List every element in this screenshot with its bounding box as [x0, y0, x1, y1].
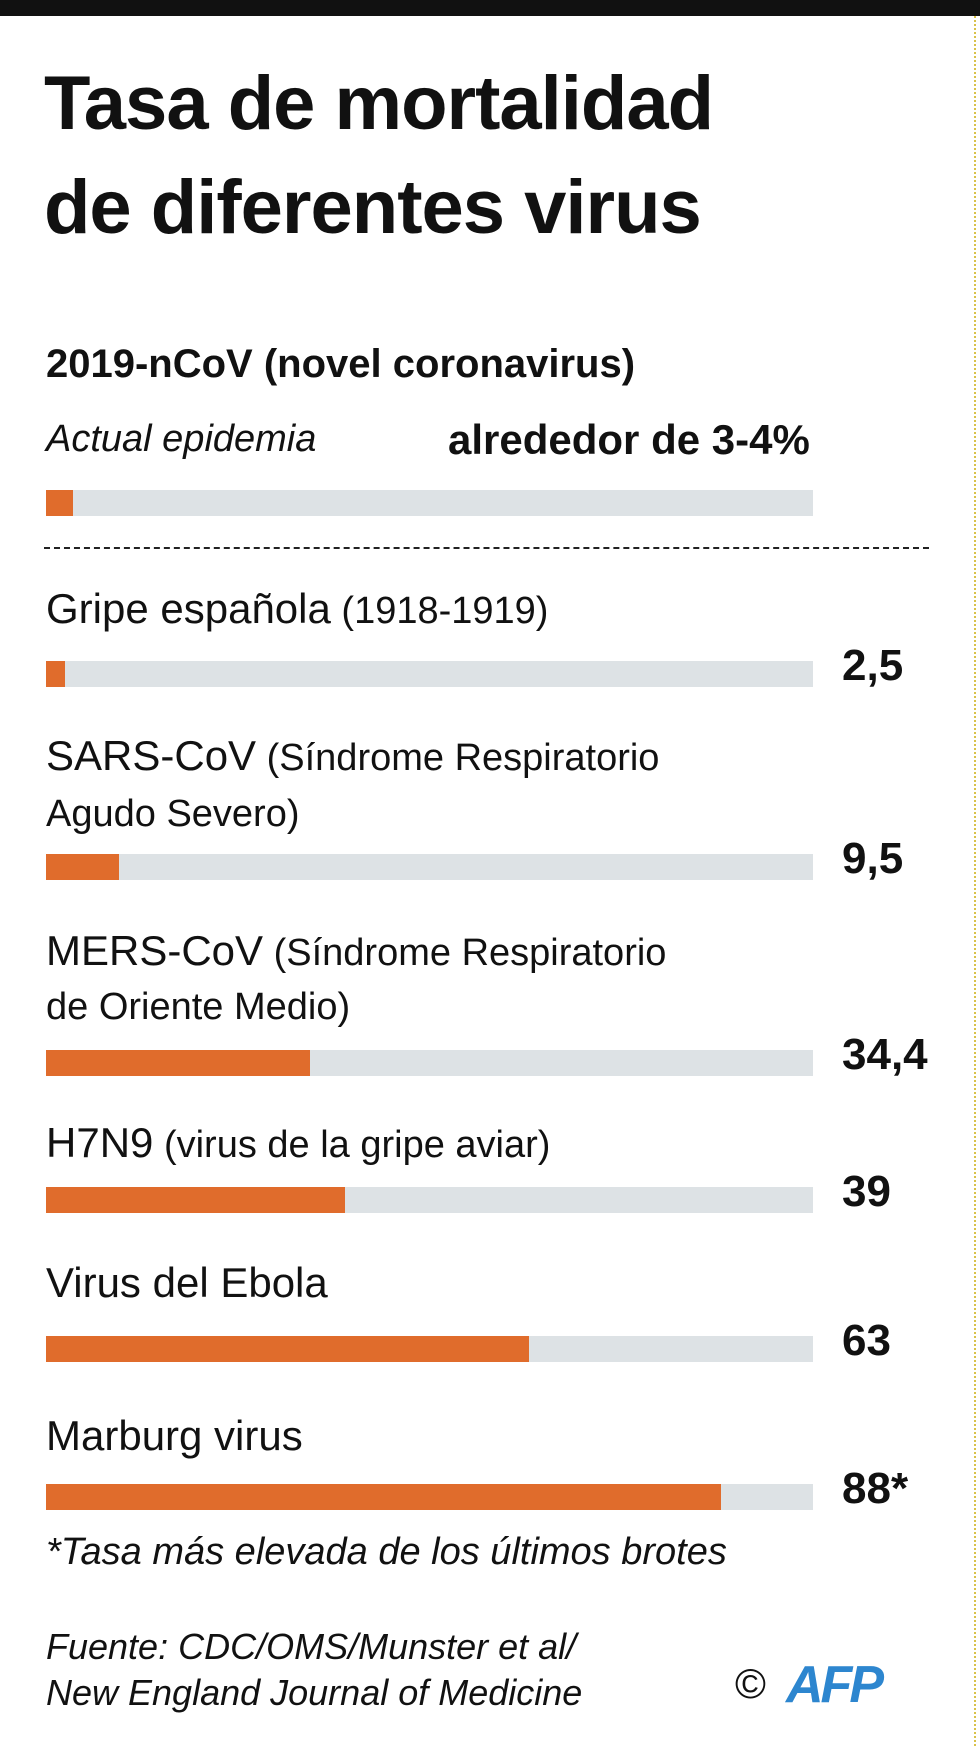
featured-bar-fill	[46, 490, 73, 516]
virus-name: Gripe española	[46, 585, 331, 632]
row-label: MERS-CoV (Síndrome Respiratorio	[46, 924, 666, 980]
afp-logo: AFP	[786, 1656, 884, 1714]
title-line-2: de diferentes virus	[44, 165, 702, 250]
source-line-2: New England Journal of Medicine	[46, 1672, 583, 1713]
row-label: Virus del Ebola	[46, 1256, 328, 1312]
bar-track	[46, 1336, 813, 1362]
title-line-1: Tasa de mortalidad	[44, 61, 714, 146]
top-bar	[0, 0, 980, 16]
virus-description: (virus de la gripe aviar)	[153, 1124, 551, 1166]
virus-description: (Síndrome Respiratorio	[256, 737, 660, 779]
virus-name: Virus del Ebola	[46, 1259, 328, 1306]
bar-fill	[46, 1187, 346, 1213]
bar-fill	[46, 1336, 530, 1362]
bar-fill	[46, 1050, 310, 1076]
value-label: 39	[842, 1167, 891, 1216]
bar-track	[46, 854, 813, 880]
bar-track	[46, 1050, 813, 1076]
copyright-symbol: ©	[735, 1660, 766, 1707]
featured-value: alrededor de 3-4%	[448, 416, 810, 463]
footnote: *Tasa más elevada de los últimos brotes	[46, 1531, 727, 1573]
featured-bar-track	[46, 490, 813, 516]
virus-description: (Síndrome Respiratorio	[263, 932, 667, 974]
featured-note: Actual epidemia	[46, 418, 317, 460]
value-label: 2,5	[842, 641, 904, 690]
value-label: 34,4	[842, 1030, 928, 1079]
featured-name: 2019-nCoV (novel coronavirus)	[46, 342, 636, 386]
value-label: 63	[842, 1316, 891, 1365]
bar-track	[46, 661, 813, 687]
row-label: Gripe española (1918-1919)	[46, 582, 548, 638]
edge-divider	[974, 16, 976, 1746]
bar-fill	[46, 661, 66, 687]
row-label: H7N9 (virus de la gripe aviar)	[46, 1116, 550, 1172]
bar-fill	[46, 854, 119, 880]
value-label: 88*	[842, 1464, 909, 1513]
virus-name: SARS-CoV	[46, 732, 257, 779]
value-label: 9,5	[842, 834, 904, 883]
source-line-1: Fuente: CDC/OMS/Munster et al/	[46, 1626, 577, 1667]
virus-name: Marburg virus	[46, 1412, 303, 1459]
virus-description: (1918-1919)	[330, 590, 549, 632]
virus-description: de Oriente Medio)	[46, 986, 351, 1028]
bar-track	[46, 1187, 813, 1213]
row-label: de Oriente Medio)	[46, 978, 350, 1034]
virus-name: MERS-CoV	[46, 927, 264, 974]
row-label: Marburg virus	[46, 1409, 303, 1465]
chart-title: Tasa de mortalidad de diferentes virus	[44, 52, 714, 260]
row-label: SARS-CoV (Síndrome Respiratorio	[46, 729, 659, 785]
dashed-divider	[44, 547, 929, 549]
bar-track	[46, 1484, 813, 1510]
virus-description: Agudo Severo)	[46, 793, 300, 835]
row-label: Agudo Severo)	[46, 785, 300, 841]
virus-name: H7N9	[46, 1119, 154, 1166]
bar-fill	[46, 1484, 721, 1510]
